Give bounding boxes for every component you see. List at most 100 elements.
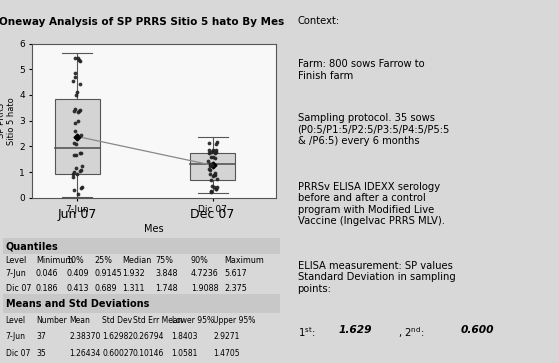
Text: Lower 95%: Lower 95% <box>172 315 214 325</box>
Point <box>70 187 79 193</box>
Text: Context:: Context: <box>297 16 340 26</box>
Point <box>210 172 219 178</box>
Point <box>209 154 217 160</box>
Text: Number: Number <box>36 315 67 325</box>
Point <box>212 176 221 182</box>
Point <box>206 164 215 170</box>
Point <box>211 150 220 156</box>
Text: 37: 37 <box>36 332 46 340</box>
Text: 0.046: 0.046 <box>36 269 59 278</box>
Text: 0.413: 0.413 <box>67 284 89 293</box>
Point <box>70 74 79 80</box>
Text: 2.9271: 2.9271 <box>213 332 239 340</box>
Point <box>75 58 84 64</box>
Point <box>77 185 86 191</box>
Text: Farm: 800 sows Farrow to
Finish farm: Farm: 800 sows Farrow to Finish farm <box>297 59 424 81</box>
Point <box>207 183 216 189</box>
Point <box>73 55 82 61</box>
Text: Level: Level <box>6 256 27 265</box>
Text: 3.848: 3.848 <box>155 269 178 278</box>
Text: 1.0581: 1.0581 <box>172 349 198 358</box>
Text: Dec 07: Dec 07 <box>191 208 235 221</box>
Bar <box>55 99 100 174</box>
Point <box>72 141 81 147</box>
Text: 0.186: 0.186 <box>36 284 59 293</box>
Text: Std Err Mean: Std Err Mean <box>133 315 182 325</box>
Text: Oneway Analysis of SP PRRS Sitio 5 hato By Mes: Oneway Analysis of SP PRRS Sitio 5 hato … <box>0 17 284 27</box>
Text: Dic 07: Dic 07 <box>6 349 30 358</box>
Point <box>69 152 78 158</box>
Text: Dic 07: Dic 07 <box>6 284 31 293</box>
Text: 7-Jun: 7-Jun <box>6 269 26 278</box>
Point <box>75 168 84 174</box>
Point <box>211 142 220 147</box>
Point <box>69 78 78 84</box>
Point <box>208 148 217 154</box>
Point <box>211 170 220 176</box>
Point <box>71 120 80 126</box>
Point <box>74 119 83 125</box>
Bar <box>3 238 280 253</box>
Text: ELISA measurement: SP values
Standard Deviation in sampling
points:: ELISA measurement: SP values Standard De… <box>297 261 456 294</box>
Point <box>206 177 215 183</box>
Point <box>75 58 84 64</box>
Text: 0.600: 0.600 <box>461 325 494 335</box>
Point <box>208 147 217 152</box>
Text: 5.617: 5.617 <box>224 269 247 278</box>
Text: 1.748: 1.748 <box>155 284 178 293</box>
Point <box>75 107 84 113</box>
Text: 1.8403: 1.8403 <box>172 332 198 340</box>
Text: Quantiles: Quantiles <box>6 242 58 252</box>
Text: 0.10146: 0.10146 <box>133 349 164 358</box>
Point <box>69 174 78 180</box>
Text: 2.38370: 2.38370 <box>69 332 101 340</box>
Point <box>212 184 221 190</box>
Point <box>73 191 82 197</box>
Point <box>70 56 79 61</box>
Text: 75%: 75% <box>155 256 173 265</box>
Point <box>74 108 83 114</box>
Point <box>77 167 86 173</box>
Point <box>70 106 79 112</box>
Point <box>69 140 78 146</box>
Text: 1$^{\rm st}$:: 1$^{\rm st}$: <box>297 325 316 339</box>
Point <box>77 163 86 169</box>
Point <box>211 147 220 153</box>
Point <box>207 189 216 195</box>
Text: Median: Median <box>122 256 151 265</box>
Text: Minimum: Minimum <box>36 256 73 265</box>
Text: Jun 07: Jun 07 <box>58 208 97 221</box>
Text: Std Dev: Std Dev <box>102 315 132 325</box>
Point <box>69 108 78 114</box>
Point <box>77 150 86 156</box>
Point <box>77 184 86 190</box>
Text: Level: Level <box>6 315 26 325</box>
Point <box>206 188 215 194</box>
Point <box>76 150 85 156</box>
Text: 2.375: 2.375 <box>224 284 247 293</box>
Point <box>77 132 86 138</box>
Text: Maximum: Maximum <box>224 256 264 265</box>
Text: 1.4705: 1.4705 <box>213 349 240 358</box>
Text: 4.7236: 4.7236 <box>191 269 219 278</box>
Point <box>212 149 221 155</box>
Point <box>209 184 218 189</box>
Point <box>72 165 80 171</box>
Text: 0.9145: 0.9145 <box>94 269 122 278</box>
Point <box>73 89 82 95</box>
Y-axis label: SP PRRS
Sitio 5 hato: SP PRRS Sitio 5 hato <box>0 97 16 144</box>
Text: Means and Std Deviations: Means and Std Deviations <box>6 299 149 309</box>
Point <box>73 171 82 177</box>
Point <box>206 167 215 173</box>
Point <box>206 154 215 160</box>
Point <box>72 92 80 98</box>
Point <box>206 149 215 155</box>
Text: 0.26794: 0.26794 <box>133 332 164 340</box>
Point <box>69 171 78 177</box>
Point <box>204 150 213 156</box>
Text: 1.932: 1.932 <box>122 269 145 278</box>
Point <box>205 172 214 178</box>
Text: PRRSv ELISA IDEXX serology
before and after a control
program with Modified Live: PRRSv ELISA IDEXX serology before and af… <box>297 182 444 226</box>
Point <box>76 81 85 87</box>
Text: 1.311: 1.311 <box>122 284 144 293</box>
